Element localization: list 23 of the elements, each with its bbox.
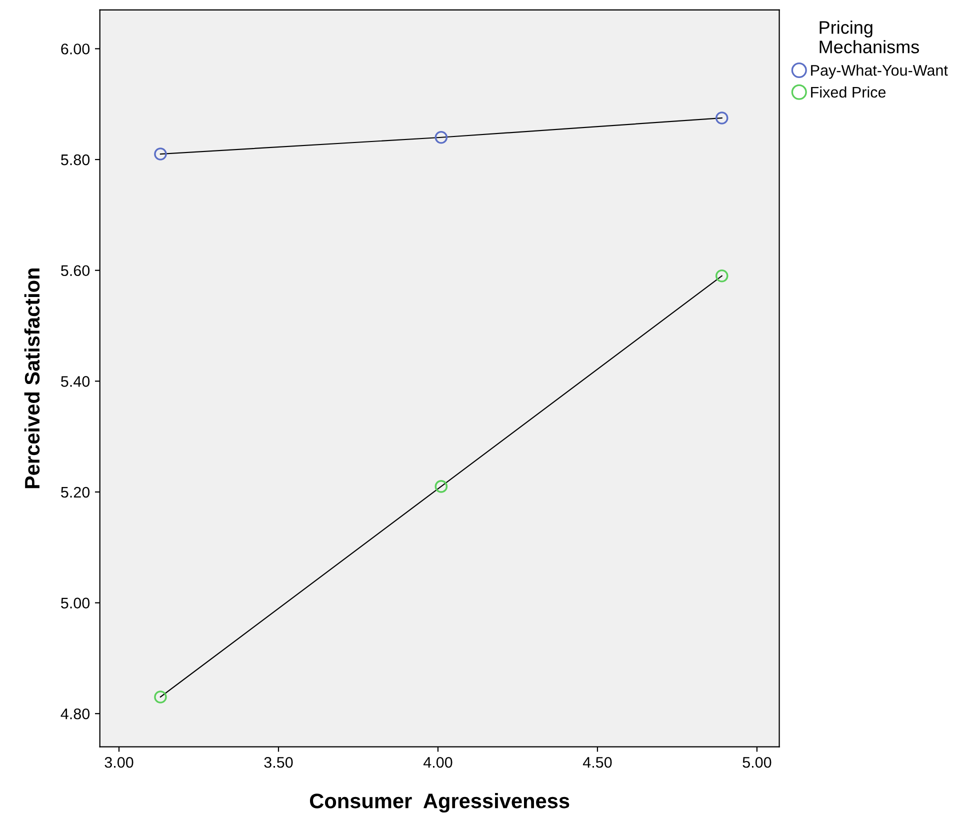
y-tick-label: 4.80	[60, 708, 90, 720]
y-tick-label: 5.20	[61, 486, 90, 498]
point	[154, 690, 167, 704]
y-axis-title: Perceived Satisfaction	[24, 268, 40, 488]
point	[434, 130, 448, 144]
x-axis-title: Consumer Agressiveness	[310, 793, 570, 813]
y-tick-label: 5.40	[61, 376, 90, 387]
y-tick-label: 5.80	[61, 154, 90, 166]
legend-label: Fixed Price	[811, 86, 886, 98]
point	[434, 480, 448, 493]
y-tick-label: 5.60	[61, 265, 90, 276]
y-tick-label: 5.00	[61, 598, 90, 608]
x-tick-label: 3.00	[104, 756, 134, 768]
x-tick-label: 4.50	[582, 756, 612, 768]
legend-label: Pay-What-You-Want	[811, 64, 948, 79]
x-tick-label: 5.00	[742, 756, 772, 768]
x-tick-label: 3.50	[264, 756, 293, 768]
point	[715, 112, 728, 124]
legend-title: Pricing Mechanisms	[820, 20, 919, 54]
point	[715, 270, 728, 282]
point	[154, 148, 167, 160]
y-tick-label: 6.00	[61, 44, 90, 54]
x-tick-label: 4.00	[423, 756, 452, 768]
